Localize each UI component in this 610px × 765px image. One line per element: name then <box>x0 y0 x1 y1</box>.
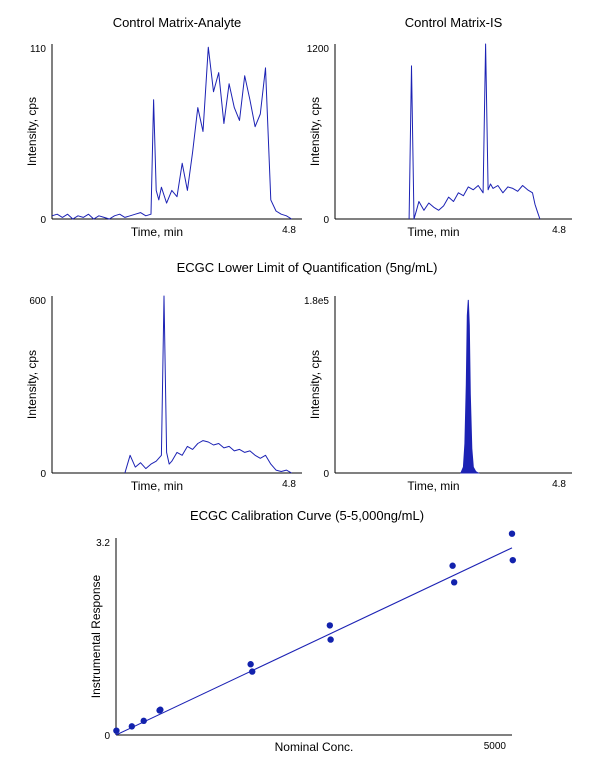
x-tick-label: 4.8 <box>282 479 296 490</box>
data-point <box>140 717 147 725</box>
x-axis-label: Time, min <box>131 479 183 493</box>
data-point <box>128 723 136 730</box>
x-axis-label: Time, min <box>407 225 459 239</box>
section-title-calibration: ECGC Calibration Curve (5-5,000ng/mL) <box>190 508 424 523</box>
y-tick-label: 0 <box>323 215 329 226</box>
y-axis-label: Instrumental Response <box>89 574 103 698</box>
chart-panel-3: 0 600 4.8 Time, min Intensity, cps <box>25 295 302 493</box>
chart-panel-5: 0 3.2 5000 Nominal Conc. Instrumental Respon… <box>89 530 516 754</box>
y-tick-label: 1200 <box>307 44 330 55</box>
x-tick-label: 4.8 <box>552 479 566 490</box>
y-tick-label: 0 <box>104 731 110 742</box>
data-point <box>113 727 120 734</box>
data-point <box>247 661 254 668</box>
data-point <box>157 706 164 713</box>
data-point <box>327 636 334 643</box>
chromatogram-trace <box>51 46 292 220</box>
x-tick-label: 4.8 <box>552 225 566 236</box>
y-tick-label: 0 <box>40 469 46 480</box>
chart-title: Control Matrix-IS <box>405 15 503 30</box>
x-axis-label: Time, min <box>407 479 459 493</box>
y-axis-label: Intensity, cps <box>25 350 39 419</box>
y-tick-label: 0 <box>323 469 329 480</box>
chromatogram-trace <box>124 295 292 474</box>
x-tick-label: 4.8 <box>282 225 296 236</box>
y-tick-label: 0 <box>40 215 46 226</box>
section-title-lloq: ECGC Lower Limit of Quantification (5ng/… <box>177 260 438 275</box>
x-axis-label: Time, min <box>131 225 183 239</box>
data-point <box>509 556 516 564</box>
chart-panel-1: Control Matrix-Analyte 0 110 4.8 Time, min In… <box>25 15 302 239</box>
chromatogram-trace <box>408 43 541 220</box>
fit-line <box>115 547 513 736</box>
data-point <box>508 530 516 537</box>
chart-panel-2: Control Matrix-IS 0 1200 4.8 Time, min Intens… <box>307 15 572 239</box>
chart-panel-4: 0 1.8e5 4.8 Time, min Intensity, cps <box>304 296 572 493</box>
data-point <box>450 579 458 586</box>
data-point <box>249 668 256 675</box>
y-tick-label: 3.2 <box>96 538 110 549</box>
y-tick-label: 600 <box>29 296 46 307</box>
x-axis-label: Nominal Conc. <box>275 740 354 754</box>
data-point <box>449 562 456 569</box>
data-point <box>326 622 334 629</box>
chart-title: Control Matrix-Analyte <box>113 15 242 30</box>
y-tick-label: 110 <box>30 44 46 55</box>
y-axis-label: Intensity, cps <box>308 350 322 419</box>
y-tick-label: 1.8e5 <box>304 296 329 307</box>
y-axis-label: Intensity, cps <box>25 97 39 166</box>
x-tick-label: 5000 <box>484 741 507 752</box>
y-axis-label: Intensity, cps <box>308 97 322 166</box>
chromatogram-peak-area <box>460 299 481 474</box>
